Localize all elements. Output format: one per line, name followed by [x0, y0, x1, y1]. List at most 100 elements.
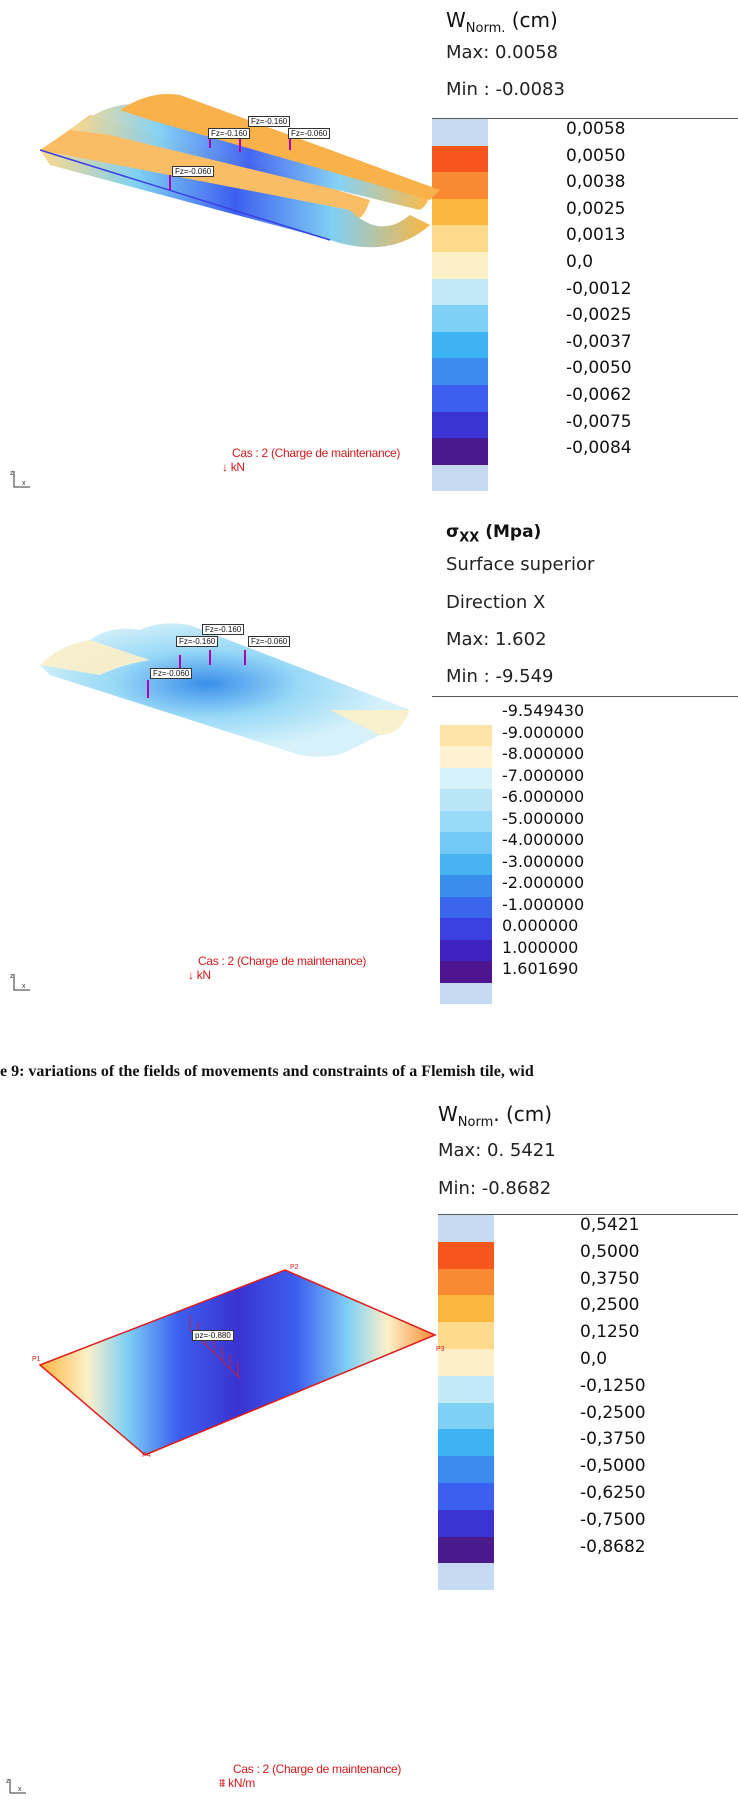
legend-value: 0,0	[566, 252, 594, 272]
unit-text: kN	[196, 968, 211, 982]
legend-swatch	[438, 1402, 494, 1430]
legend-value: 0,0	[580, 1349, 608, 1369]
legend-swatch	[432, 278, 488, 306]
legend-value: -0,3750	[580, 1429, 646, 1450]
case-label-bottom: Cas : 2 (Charge de maintenance) ⩩ kN/m	[219, 1762, 401, 1791]
load-label: Fz=-0.160	[208, 128, 251, 139]
legend-swatch	[432, 252, 488, 279]
legend-value: 1.000000	[502, 937, 579, 957]
axis-triad-icon: z x	[10, 470, 30, 488]
legend-value: 0,5421	[580, 1215, 640, 1235]
legend-swatch	[440, 832, 492, 854]
legend-swatch	[432, 119, 488, 146]
legend-swatch	[438, 1483, 494, 1510]
legend-value: -0,5000	[580, 1456, 646, 1477]
legend-value: -0,8682	[580, 1536, 646, 1557]
legend-swatch	[440, 724, 492, 746]
legend-swatch	[432, 464, 488, 492]
case-label-top: Cas : 2 (Charge de maintenance) ↓ kN	[222, 446, 401, 474]
case-label-middle: Cas : 2 (Charge de maintenance) ↓ kN	[188, 954, 367, 982]
legend-swatch	[432, 225, 488, 252]
legend-swatch	[440, 767, 492, 789]
legend-swatch	[440, 918, 492, 940]
legend-swatch	[438, 1536, 494, 1564]
legend-swatch	[438, 1322, 494, 1349]
legend-value: 0,2500	[580, 1295, 640, 1316]
color-scale-middle: -9.549430 -9.000000 -8.000000 -7.000000 -6.0…	[432, 696, 738, 1007]
svg-text:x: x	[22, 480, 26, 487]
axis-triad-icon: z x	[6, 1778, 26, 1794]
legend-swatch	[438, 1268, 494, 1296]
legend-value: 0,1250	[580, 1322, 640, 1343]
title-sub: Norm	[457, 1115, 494, 1130]
case-text: Cas : 2 (Charge de maintenance)	[232, 446, 401, 460]
legend-swatch	[440, 746, 492, 768]
svg-text:x: x	[18, 1786, 22, 1793]
svg-text:x: x	[22, 983, 26, 990]
legend-swatch	[432, 172, 488, 199]
legend-value: -0,7500	[580, 1509, 646, 1530]
svg-text:z: z	[6, 1778, 10, 1785]
title-main: W	[446, 8, 466, 32]
legend-swatch	[438, 1349, 494, 1376]
legend-swatch	[432, 411, 488, 439]
unit-text: kN	[230, 460, 245, 474]
legend-swatch	[440, 939, 492, 961]
legend-value: -5.000000	[502, 808, 585, 828]
corner-label: P1	[32, 1356, 41, 1363]
legend-value: 1.601690	[502, 959, 579, 978]
legend-swatch	[432, 198, 488, 226]
legend-value: -0,2500	[580, 1402, 646, 1423]
legend-value: 0,3750	[580, 1268, 640, 1289]
legend-swatch	[440, 853, 492, 875]
legend-max-middle: Max: 1.602	[446, 629, 547, 650]
legend-swatch	[438, 1563, 494, 1591]
corner-label: P2	[290, 1264, 299, 1271]
title-main: σ	[446, 522, 460, 542]
legend-value: -0,0084	[566, 438, 632, 459]
legend-title-middle: σXX (Mpa)	[446, 522, 541, 545]
legend-swatch	[440, 810, 492, 832]
legend-value: -6.000000	[502, 787, 585, 806]
title-unit: (cm)	[511, 8, 558, 32]
legend-value: 0,0050	[566, 145, 626, 166]
svg-text:z: z	[10, 973, 14, 980]
legend-value: -9.000000	[502, 722, 585, 742]
legend-value: -3.000000	[502, 851, 585, 871]
legend-value: -0,6250	[580, 1483, 646, 1503]
legend-value: -9.549430	[502, 701, 585, 720]
legend-swatch	[438, 1429, 494, 1457]
legend-max-top: Max: 0.0058	[446, 42, 558, 63]
legend-swatch	[440, 896, 492, 918]
legend-value: -7.000000	[502, 765, 585, 785]
figure-top: WNorm. (cm) Max: 0.0058 Min : -0.0083 0,…	[0, 0, 738, 500]
legend-swatch	[440, 875, 492, 897]
legend-swatch	[440, 703, 492, 725]
legend-swatch	[438, 1215, 494, 1242]
title-unit: (Mpa)	[485, 522, 542, 542]
unit-text: kN/m	[228, 1776, 255, 1790]
legend-swatch	[432, 438, 488, 465]
legend-value: -8.000000	[502, 744, 585, 763]
legend-swatch	[438, 1241, 494, 1269]
corner-label: P4	[142, 1452, 151, 1459]
case-text: Cas : 2 (Charge de maintenance)	[198, 954, 367, 968]
title-sub: Norm.	[465, 21, 506, 36]
svg-text:z: z	[10, 470, 14, 477]
distributed-load-icon: ⩩ kN/m	[219, 1776, 255, 1790]
color-scale-top: 0,0058 0,0050 0,0038 0,0025 0,0013 0,0 -0,0012…	[432, 118, 738, 497]
legend-max-bottom: Max: 0. 5421	[438, 1140, 556, 1161]
legend-title-bottom: WNorm. (cm)	[438, 1102, 552, 1130]
legend-swatch	[438, 1295, 494, 1323]
color-scale-bottom: 0,5421 0,5000 0,3750 0,2500 0,1250 0,0 -0,1250…	[438, 1214, 738, 1601]
figure-caption: e 9: variations of the fields of movemen…	[0, 1063, 534, 1080]
legend-swatch	[440, 961, 492, 983]
legend-value: -4.000000	[502, 830, 585, 849]
load-label: Fz=-0.060	[150, 668, 193, 679]
legend-line2-middle: Direction X	[446, 592, 546, 613]
legend-min-middle: Min : -9.549	[446, 666, 554, 687]
figure-middle: σXX (Mpa) Surface superior Direction X M…	[0, 510, 738, 1050]
load-arrow-icon: ↓ kN	[222, 460, 245, 474]
axis-triad-icon: z x	[10, 973, 30, 991]
legend-value: 0,0058	[566, 119, 626, 139]
